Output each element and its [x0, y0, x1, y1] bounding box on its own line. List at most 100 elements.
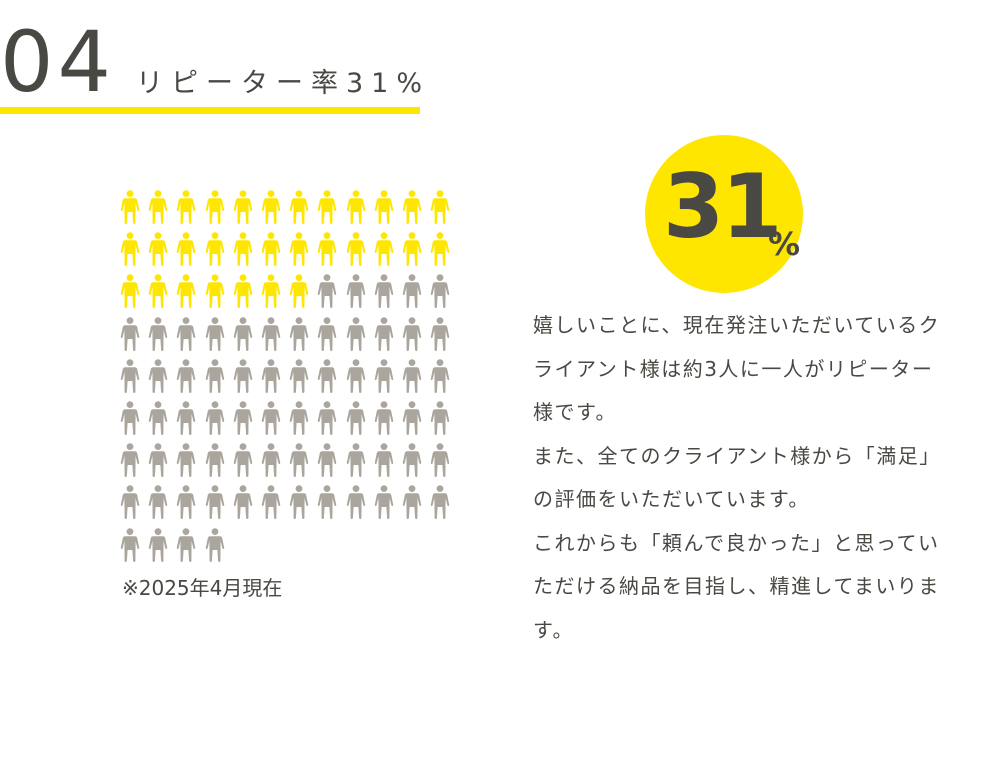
person-icon-base — [374, 401, 402, 443]
person-icon — [374, 274, 393, 309]
person-icon-highlighted — [374, 190, 402, 232]
person-icon-base — [346, 485, 374, 527]
person-icon-base — [374, 316, 402, 359]
person-icon — [177, 358, 196, 393]
person-icon-base — [176, 358, 204, 401]
person-icon — [233, 316, 252, 351]
person-icon — [205, 274, 224, 309]
person-icon-base — [120, 316, 148, 359]
person-icon-base — [261, 358, 289, 401]
person-icon-highlighted — [233, 190, 261, 232]
person-icon — [261, 316, 281, 351]
person-icon-base — [120, 401, 148, 443]
person-icon-base — [289, 401, 317, 443]
person-icon-highlighted — [289, 274, 317, 316]
person-icon — [120, 401, 140, 435]
person-icon-highlighted — [402, 190, 430, 232]
person-icon — [177, 232, 196, 267]
person-icon-base — [289, 316, 317, 359]
person-icon-base — [261, 316, 289, 359]
person-icon-base — [430, 274, 458, 316]
person-icon-highlighted — [148, 190, 176, 232]
person-icon — [148, 274, 168, 309]
person-icon — [374, 443, 393, 478]
stat-unit: % — [768, 225, 801, 263]
person-icon-base — [120, 443, 148, 485]
person-icon-base — [176, 316, 204, 359]
person-icon-base — [317, 485, 345, 527]
stat-number: 31 — [663, 155, 782, 258]
person-icon — [148, 401, 168, 435]
person-icon-base — [233, 485, 261, 527]
person-icon-base — [261, 443, 289, 485]
person-icon — [177, 274, 196, 309]
person-icon — [318, 316, 337, 351]
person-icon-base — [176, 401, 204, 443]
person-icon — [233, 232, 252, 267]
person-icon-base — [402, 443, 430, 485]
person-icon-base — [205, 401, 233, 443]
person-icon-base — [261, 485, 289, 527]
person-icon — [261, 274, 281, 309]
person-icon-base — [205, 485, 233, 527]
person-icon — [120, 527, 140, 562]
person-icon — [318, 443, 337, 478]
person-icon — [148, 358, 168, 393]
person-icon — [289, 190, 309, 224]
person-icon — [402, 274, 422, 309]
person-icon — [233, 401, 252, 435]
person-icon — [177, 527, 196, 562]
person-icon — [289, 401, 309, 435]
person-icon-highlighted — [261, 274, 289, 316]
person-icon — [233, 443, 252, 478]
person-icon — [346, 232, 365, 267]
person-icon-base — [374, 485, 402, 527]
person-icon-base — [120, 485, 148, 527]
person-icon — [261, 485, 281, 520]
person-icon — [261, 401, 281, 435]
person-icon — [402, 232, 422, 267]
person-icon — [148, 485, 168, 520]
person-icon-base — [148, 316, 176, 359]
person-icon — [374, 232, 393, 267]
person-icon-base — [289, 443, 317, 485]
person-icon-base — [317, 358, 345, 401]
section-header: 04 リピーター率31% — [0, 0, 422, 114]
person-icon-highlighted — [261, 190, 289, 232]
person-icon-base — [346, 443, 374, 485]
person-icon — [205, 190, 224, 224]
person-icon — [402, 190, 422, 224]
person-icon-base — [402, 274, 430, 316]
person-icon-base — [261, 401, 289, 443]
person-icon-highlighted — [205, 232, 233, 274]
person-icon-highlighted — [233, 274, 261, 316]
person-icon-base — [374, 274, 402, 316]
person-icon-highlighted — [317, 190, 345, 232]
person-icon — [120, 485, 140, 520]
person-icon-base — [120, 358, 148, 401]
person-icon-highlighted — [120, 274, 148, 316]
section-number: 04 — [0, 13, 115, 111]
person-icon-base — [148, 401, 176, 443]
person-icon-highlighted — [148, 274, 176, 316]
person-icon — [289, 485, 309, 520]
person-icon — [289, 316, 309, 351]
person-icon-highlighted — [176, 232, 204, 274]
person-icon-highlighted — [205, 274, 233, 316]
person-icon — [318, 232, 337, 267]
person-icon — [346, 358, 365, 393]
person-icon-base — [317, 274, 345, 316]
person-icon — [318, 401, 337, 435]
person-icon — [177, 485, 196, 520]
person-icon-base — [205, 527, 233, 570]
person-icon-base — [346, 274, 374, 316]
person-icon-highlighted — [176, 190, 204, 232]
person-icon — [430, 358, 450, 393]
person-icon — [205, 316, 224, 351]
person-icon — [233, 358, 252, 393]
description-text: 嬉しいことに、現在発注いただいているクライアント様は約3人に一人がリピーター様で… — [533, 304, 943, 652]
person-icon — [177, 190, 196, 224]
person-icon — [430, 401, 450, 435]
date-note: ※2025年4月現在 — [122, 576, 283, 600]
person-icon-base — [176, 527, 204, 570]
